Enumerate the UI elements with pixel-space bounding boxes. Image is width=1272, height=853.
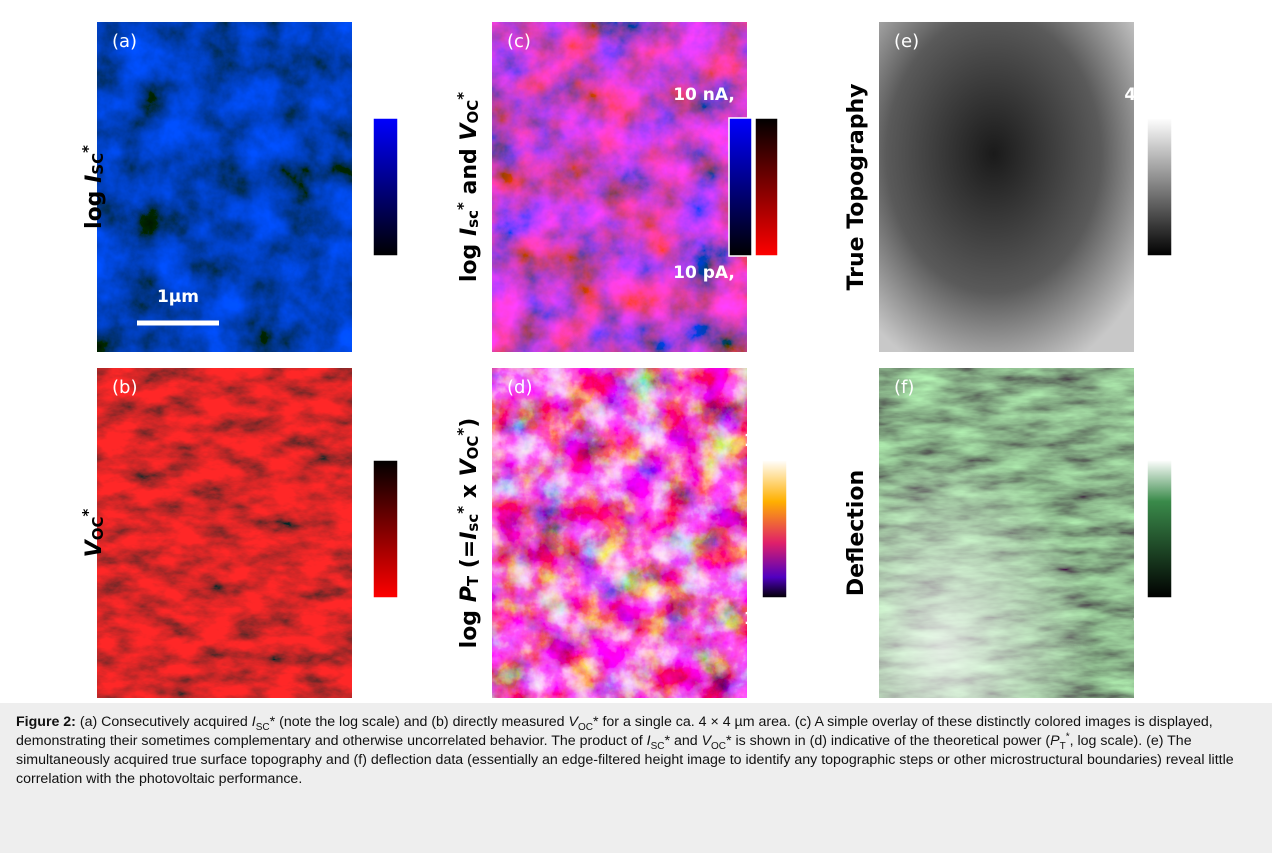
caption-part: Figure 2: [16, 714, 76, 730]
colorbar [372, 459, 399, 599]
caption-part: OC [577, 721, 593, 733]
colorbar-max-label: 10 nW [744, 431, 805, 451]
caption-part: * [1065, 731, 1070, 743]
y-axis-label-part: log [457, 602, 482, 648]
y-axis-label-part: * [79, 145, 97, 153]
image-a [97, 22, 352, 352]
y-axis-label-part: True Topography [844, 84, 869, 291]
colorbar-min-label: 10 pA [358, 263, 414, 283]
colorbar-min-label: 10 pW [744, 609, 805, 629]
y-axis-label-part: OC [89, 517, 107, 541]
y-axis-label-part: * [454, 428, 472, 436]
y-axis-label: log PT (=Isc* x VOC*) [454, 418, 483, 649]
y-axis-label: log ISC* [79, 145, 108, 229]
colorbar-max-label: 2.5 V [765, 85, 815, 105]
scale-bar-label: 1µm [157, 287, 199, 307]
image-b [97, 368, 352, 698]
y-axis-label-part: and [457, 141, 482, 203]
y-axis-label-part: I [457, 228, 482, 236]
caption-part: , log scale). (e) The simultaneously acq… [16, 733, 1234, 787]
caption-part: V [701, 733, 712, 749]
colorbar-max-label: 10 nA, [673, 85, 735, 105]
y-axis-label: True Topography [844, 84, 869, 291]
colorbar-min-label: -4 nm [1133, 609, 1188, 629]
y-axis-label-part: x [457, 476, 482, 506]
caption-part: V [568, 714, 578, 730]
caption-part: * for a single ca. 4 × 4 µm area. (c) A … [16, 714, 1213, 749]
y-axis-label: VOC* [79, 509, 108, 558]
y-axis-label-part: * [454, 506, 472, 514]
y-axis-label-part: * [454, 92, 472, 100]
caption-part: SC [650, 740, 665, 752]
y-axis-label-part: I [82, 175, 107, 183]
colorbar-min-label: 0 nm [1136, 263, 1184, 283]
caption-part: (a) Consecutively acquired [75, 714, 252, 730]
image-f-highlight [879, 368, 1134, 698]
caption-part: I [646, 733, 651, 749]
y-axis-label-part: V [82, 538, 107, 557]
y-axis-label-part: T [464, 575, 482, 586]
colorbar-max-label: 2.5 V [360, 431, 410, 451]
colorbar [754, 117, 779, 257]
colorbar [372, 117, 399, 257]
y-axis-label: log Isc* and VOC* [454, 92, 483, 282]
y-axis-label-part: * [454, 202, 472, 210]
panel-label: (b) [112, 377, 137, 398]
image-c [492, 22, 747, 352]
caption-part: OC [711, 740, 727, 752]
panel-label: (a) [112, 31, 137, 52]
colorbar [1146, 117, 1173, 257]
colorbar [728, 117, 753, 257]
caption-part: * and [664, 733, 702, 749]
y-axis-label-part: log [457, 236, 482, 282]
y-axis-label-part: OC [464, 100, 482, 124]
y-axis-label-part: sc [464, 514, 482, 532]
y-axis-label-part: sc [464, 210, 482, 228]
y-axis-label-part: OC [464, 436, 482, 460]
panel-label: (f) [894, 377, 914, 398]
y-axis-label-part: Deflection [844, 470, 869, 596]
colorbar-max-label: 450 nm [1124, 85, 1195, 105]
caption-part: P [1050, 733, 1060, 749]
panel-label: (c) [507, 31, 531, 52]
image-d [492, 368, 747, 698]
colorbar-min-label: 0.5 V [360, 609, 410, 629]
y-axis-label-part: V [457, 122, 482, 141]
panel-label: (e) [894, 31, 919, 52]
y-axis-label: Deflection [844, 470, 869, 596]
caption: Figure 2: (a) Consecutively acquired ISC… [0, 703, 1272, 853]
y-axis-label-part: (= [457, 540, 482, 576]
colorbar [761, 459, 788, 599]
colorbar [1146, 459, 1173, 599]
y-axis-label-part: I [457, 532, 482, 540]
colorbars [372, 117, 1173, 599]
caption-part: T [1059, 740, 1066, 752]
y-axis-label-part: V [457, 457, 482, 476]
y-axis-label-part: ) [457, 418, 482, 428]
colorbar-max-label: 2 nm [1136, 431, 1184, 451]
y-axis-label-part: log [82, 183, 107, 229]
colorbar-min-label: 0.5 V [765, 263, 815, 283]
y-axis-label-part: P [457, 586, 482, 602]
caption-part: SC [255, 721, 270, 733]
caption-part: * (note the log scale) and (b) directly … [269, 714, 569, 730]
caption-part: * is shown in (d) indicative of the theo… [726, 733, 1051, 749]
colorbar-max-label: 10 nA [358, 85, 414, 105]
image-e [879, 22, 1134, 352]
y-axis-label-part: SC [89, 153, 107, 175]
y-axis-label-part: * [79, 509, 97, 517]
colorbar-min-label: 10 pA, [673, 263, 735, 283]
panel-label: (d) [507, 377, 532, 398]
caption-part: I [251, 714, 256, 730]
